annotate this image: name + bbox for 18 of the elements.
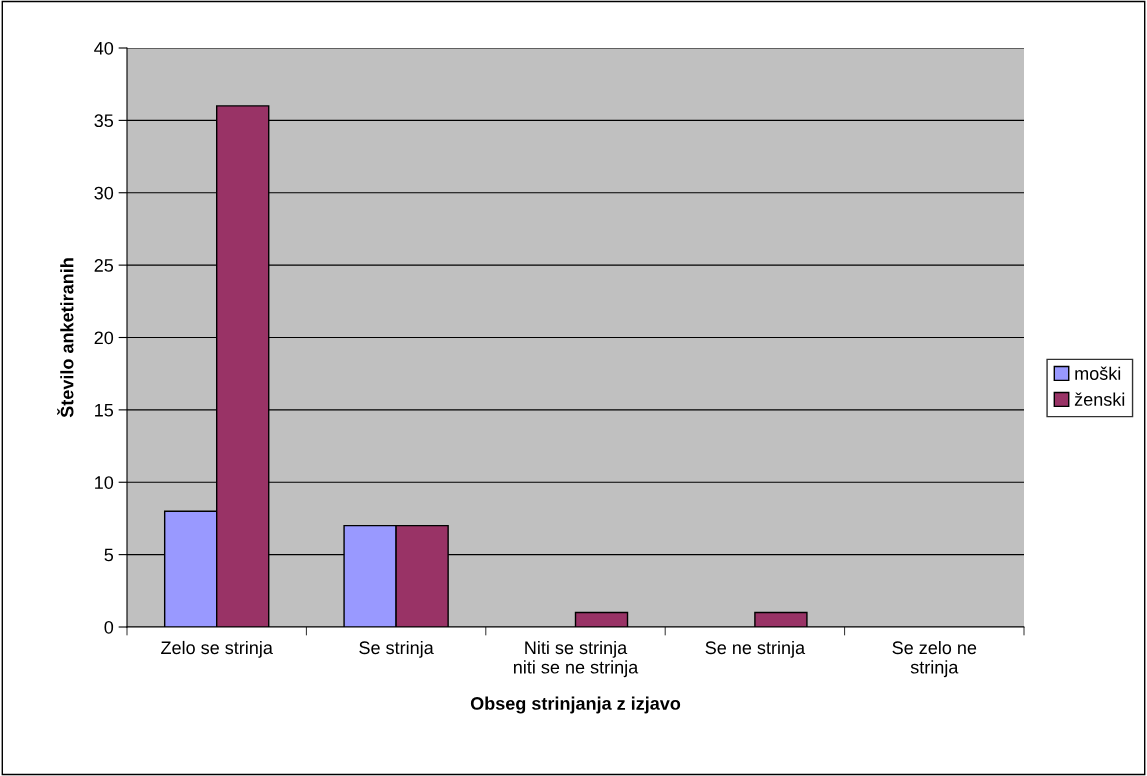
legend-label: moški [1075,366,1121,380]
y-tick-label: 0 [104,620,114,634]
y-tick-label: 10 [95,476,114,489]
legend-label: ženski [1074,392,1125,406]
y-tick-label: 25 [94,259,114,272]
y-axis-title: Število anketiranih [57,258,74,418]
x-tick-label: Se ne strinja [705,640,806,658]
x-axis-title: Obseg strinjanja z izjavo [470,696,681,714]
y-tick-label: 40 [94,41,114,55]
x-tick-label: Zelo se strinja [161,640,273,658]
y-tick-label: 15 [95,404,114,417]
y-tick-label: 35 [94,114,114,128]
x-tick-label: Niti se strinja niti se ne strinja [513,640,639,678]
x-tick-label: Se strinja [359,640,434,658]
y-tick-label: 30 [94,186,114,200]
y-tick-label: 20 [94,331,114,345]
x-tick-label: Se zelo ne strinja [892,640,977,678]
y-tick-label: 5 [104,548,114,562]
